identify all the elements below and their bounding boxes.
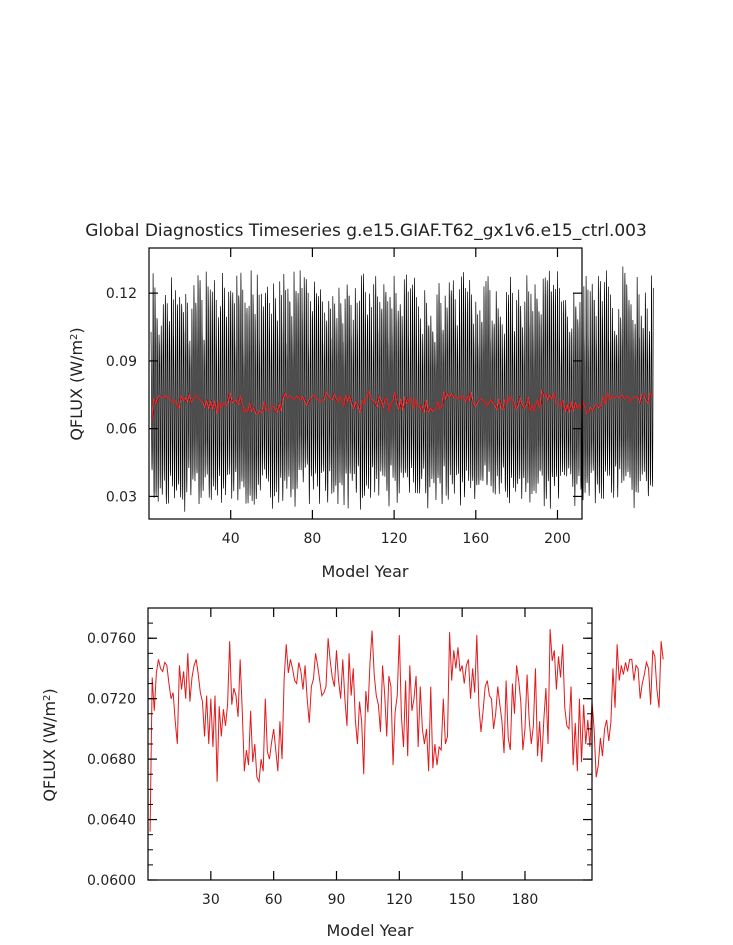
top-ytick-label: 0.06 [106, 422, 137, 438]
bottom-ytick-label: 0.0720 [87, 692, 136, 708]
top-plot-area [150, 266, 654, 512]
top-xlabel: Model Year [322, 562, 409, 581]
top-ytick-label: 0.09 [106, 354, 137, 370]
bottom-xtick-label: 120 [386, 892, 413, 908]
bottom-ylabel-main: QFLUX (W/m [40, 701, 59, 802]
top-ytick-label: 0.12 [106, 286, 137, 302]
bottom-xtick-label: 180 [512, 892, 539, 908]
bottom-ylabel: QFLUX (W/m2) [40, 688, 59, 801]
bottom-plot-area [149, 629, 664, 832]
top-xtick-label: 120 [381, 531, 408, 547]
bottom-xtick-label: 90 [328, 892, 346, 908]
top-xtick-label: 200 [544, 531, 571, 547]
top-panel: 40 80 120 160 200 0.03 0.06 0.09 0.12 Model Year… [67, 247, 654, 581]
top-xtick-label: 160 [462, 531, 489, 547]
bottom-axis-ticks: 30 60 90 120 150 180 0.0600 0.0640 0.0680 0.0720 0… [87, 607, 592, 908]
figure-title: Global Diagnostics Timeseries g.e15.GIAF… [85, 221, 647, 241]
bottom-xlabel: Model Year [327, 921, 414, 940]
top-monthly-series-line [150, 266, 654, 512]
top-xtick-label: 40 [222, 531, 240, 547]
top-panel-frame [148, 247, 583, 520]
bottom-xtick-label: 60 [265, 892, 283, 908]
top-xtick-label: 80 [303, 531, 321, 547]
bottom-annual-series-line [149, 629, 664, 832]
bottom-ytick-label: 0.0760 [87, 631, 136, 647]
bottom-ytick-label: 0.0600 [87, 873, 136, 889]
bottom-xtick-label: 30 [202, 892, 220, 908]
top-ylabel-sup: 2 [69, 334, 80, 340]
bottom-ylabel-end: ) [40, 688, 59, 694]
top-ylabel-end: ) [67, 327, 86, 333]
top-ylabel-main: QFLUX (W/m [67, 340, 86, 441]
bottom-ytick-label: 0.0640 [87, 813, 136, 829]
bottom-panel: 30 60 90 120 150 180 0.0600 0.0640 0.0680 0.0720 0… [40, 607, 664, 940]
bottom-ylabel-sup: 2 [42, 695, 53, 701]
top-annual-mean-series-line [151, 388, 653, 422]
top-ylabel: QFLUX (W/m2) [67, 327, 86, 440]
top-ytick-label: 0.03 [106, 489, 137, 505]
top-axis-ticks: 40 80 120 160 200 0.03 0.06 0.09 0.12 [106, 248, 582, 547]
bottom-xtick-label: 150 [449, 892, 476, 908]
bottom-ytick-label: 0.0680 [87, 752, 136, 768]
